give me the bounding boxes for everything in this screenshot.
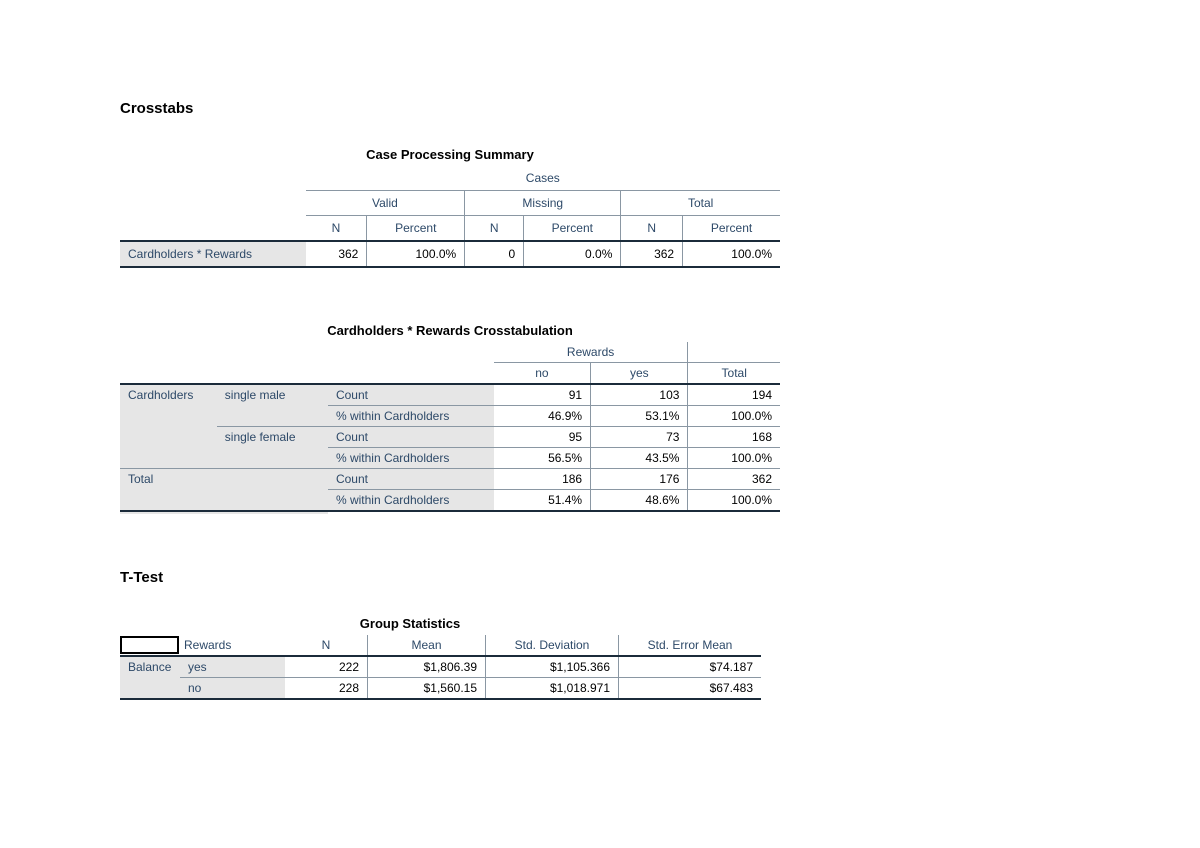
cell: $1,560.15: [368, 678, 486, 700]
cell: $1,806.39: [368, 656, 486, 678]
cell: 228: [285, 678, 368, 700]
col-percent: Percent: [524, 216, 621, 242]
col-n: N: [306, 216, 367, 242]
col-mean: Mean: [368, 635, 486, 656]
cell: 100.0%: [688, 448, 780, 469]
col-n: N: [465, 216, 524, 242]
total-label: Total: [120, 469, 217, 512]
cell: 51.4%: [494, 490, 591, 512]
valid-n: 362: [306, 241, 367, 267]
col-stddev: Std. Deviation: [486, 635, 619, 656]
count-label: Count: [328, 384, 494, 406]
crosstab-title: Cardholders * Rewards Crosstabulation: [120, 323, 780, 338]
col-n: N: [621, 216, 683, 242]
cell: 56.5%: [494, 448, 591, 469]
rewards-val: no: [180, 678, 285, 700]
col-percent: Percent: [367, 216, 465, 242]
total-pct: 100.0%: [683, 241, 780, 267]
cell: $74.187: [619, 656, 762, 678]
col-n: N: [285, 635, 368, 656]
case-processing-table: Cases Valid Missing Total N Percent N Pe…: [120, 166, 780, 268]
pct-label: % within Cardholders: [328, 406, 494, 427]
total-n: 362: [621, 241, 683, 267]
missing-pct: 0.0%: [524, 241, 621, 267]
cell: 95: [494, 427, 591, 448]
pct-label: % within Cardholders: [328, 490, 494, 512]
cell: 194: [688, 384, 780, 406]
cell: 100.0%: [688, 490, 780, 512]
cell: 46.9%: [494, 406, 591, 427]
cell: 53.1%: [591, 406, 688, 427]
rewards-super: Rewards: [494, 342, 688, 363]
missing-n: 0: [465, 241, 524, 267]
valid-pct: 100.0%: [367, 241, 465, 267]
cell: 73: [591, 427, 688, 448]
col-no: no: [494, 363, 591, 385]
cell: 100.0%: [688, 406, 780, 427]
rewards-val: yes: [180, 656, 285, 678]
case-processing-title: Case Processing Summary: [120, 147, 780, 162]
cell: $1,018.971: [486, 678, 619, 700]
cardholders-label: Cardholders: [120, 384, 217, 469]
col-rewards: Rewards: [180, 635, 285, 656]
crosstabulation-table: Rewards no yes Total Cardholders single …: [120, 342, 780, 514]
missing-header: Missing: [465, 191, 621, 216]
cell: 362: [688, 469, 780, 490]
cell: 176: [591, 469, 688, 490]
group-label: single female: [217, 427, 328, 469]
group-stats-title: Group Statistics: [120, 616, 700, 631]
valid-header: Valid: [306, 191, 465, 216]
col-percent: Percent: [683, 216, 780, 242]
col-stderr: Std. Error Mean: [619, 635, 762, 656]
total-header: Total: [621, 191, 780, 216]
cell: 43.5%: [591, 448, 688, 469]
cell: $1,105.366: [486, 656, 619, 678]
cell: 91: [494, 384, 591, 406]
cell: 186: [494, 469, 591, 490]
pct-label: % within Cardholders: [328, 448, 494, 469]
crosstabs-heading: Crosstabs: [120, 100, 1200, 117]
group-statistics-table: Rewards N Mean Std. Deviation Std. Error…: [120, 635, 761, 700]
row-label: Cardholders * Rewards: [120, 241, 306, 267]
balance-label: Balance: [120, 656, 180, 699]
count-label: Count: [328, 469, 494, 490]
cell: $67.483: [619, 678, 762, 700]
cell: 168: [688, 427, 780, 448]
count-label: Count: [328, 427, 494, 448]
col-total: Total: [688, 363, 780, 385]
cases-super-header: Cases: [306, 166, 780, 191]
ttest-heading: T-Test: [120, 569, 1200, 586]
corner-box: [120, 636, 179, 654]
cell: 222: [285, 656, 368, 678]
col-yes: yes: [591, 363, 688, 385]
cell: 103: [591, 384, 688, 406]
cell: 48.6%: [591, 490, 688, 512]
group-label: single male: [217, 384, 328, 427]
